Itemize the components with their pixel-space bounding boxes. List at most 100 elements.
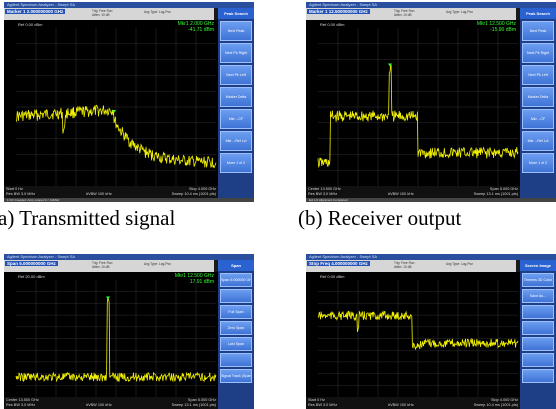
atten-info: Atten: 10 dB xyxy=(92,14,110,18)
video-bandwidth: #VBW 100 kHz xyxy=(388,403,414,407)
analyzer-panel-c: Agilent Spectrum Analyzer - Swept SA Span… xyxy=(4,254,254,409)
softkey-menu-title: Screen Image xyxy=(520,260,556,271)
resolution-bandwidth: Res BW 3.0 MHz xyxy=(308,192,337,196)
stop-or-span-freq: Span 5.000 GHz xyxy=(490,187,518,191)
active-function-field[interactable]: Marker 1 12.500000000 GHz xyxy=(307,9,370,14)
frequency-annotation-bar: Start 0 Hz Res BW 3.0 MHz #VBW 100 kHz Stop… xyxy=(4,186,218,198)
measurement-bar: Stop Freq 4.000000000 GHz Trig: Free Run A… xyxy=(306,260,516,272)
softkey-menu: Peak Search Next Peak Next Pk Right Next Pk… xyxy=(218,8,254,202)
stop-or-span-freq: Stop 4.000 GHz xyxy=(491,398,518,402)
video-bandwidth: #VBW 100 kHz xyxy=(86,403,112,407)
reference-level: Ref 0.00 dBm xyxy=(320,22,344,27)
analyzer-panel-b: Agilent Spectrum Analyzer - Swept SA Mark… xyxy=(306,2,556,202)
measurement-bar: Marker 1 12.500000000 GHz Trig: Free Run A… xyxy=(306,8,516,20)
spectrum-graticule xyxy=(4,20,218,186)
softkey-button[interactable]: Mkr→Ref Lvl xyxy=(220,131,252,151)
reference-level: Ref 0.00 dBm xyxy=(18,22,42,27)
video-bandwidth: #VBW 100 kHz xyxy=(388,192,414,196)
marker-amplitude: -41.71 dBm xyxy=(178,28,214,34)
status-bar: Ext LO Alignment Completed xyxy=(306,198,556,202)
softkey-button[interactable] xyxy=(522,369,554,383)
avg-type-info: Avg Type: Log-Pwr xyxy=(446,11,473,15)
softkey-menu-title: Peak Search xyxy=(520,8,556,19)
caption-a: (a) Transmitted signal xyxy=(0,205,175,231)
marker-readout: Mkr1 12.500 GHz -15.90 dBm xyxy=(477,22,516,33)
stop-or-span-freq: Span 5.000 GHz xyxy=(188,398,216,402)
avg-type-info: Avg Type: Log-Pwr xyxy=(144,263,171,267)
marker-readout: Mkr1 2.000 GHz -41.71 dBm xyxy=(178,22,214,33)
softkey-button[interactable]: Mkr→CF xyxy=(220,109,252,129)
marker-amplitude: 17.91 dBm xyxy=(175,280,214,286)
frequency-annotation-bar: Start 0 Hz Res BW 3.0 MHz #VBW 100 kHz Stop… xyxy=(306,397,520,409)
softkey-button[interactable]: More 1 of 2 xyxy=(522,153,554,173)
softkey-button[interactable]: Next Peak xyxy=(522,21,554,41)
analyzer-panel-a: Agilent Spectrum Analyzer - Swept SA Mark… xyxy=(4,2,254,202)
softkey-button[interactable]: Zero Span xyxy=(220,321,252,335)
softkey-menu-title: Span xyxy=(218,260,254,271)
atten-info: Atten: 10 dB xyxy=(394,266,412,270)
softkey-button[interactable]: Save As... xyxy=(522,289,554,303)
softkey-button[interactable]: Next Pk Right xyxy=(220,43,252,63)
spectrum-graticule xyxy=(306,20,520,186)
reference-level: Ref 0.00 dBm xyxy=(320,274,344,279)
softkey-button[interactable] xyxy=(522,337,554,351)
spectrum-graticule xyxy=(4,272,218,397)
start-or-center-freq: Center 13.500 GHz xyxy=(308,187,341,191)
softkey-menu: Peak Search Next Peak Next Pk Right Next Pk… xyxy=(520,8,556,202)
softkey-button[interactable]: Next Pk Left xyxy=(220,65,252,85)
sweep-time: Sweep 13.1 ms (1001 pts) xyxy=(474,192,518,196)
marker-readout: Mkr1 12.500 GHz 17.91 dBm xyxy=(175,274,214,285)
sweep-time: Sweep 10.4 ms (1001 pts) xyxy=(474,403,518,407)
softkey-button[interactable]: Marker Delta xyxy=(522,87,554,107)
softkey-button[interactable] xyxy=(522,321,554,335)
start-or-center-freq: Start 0 Hz xyxy=(6,187,23,191)
frequency-annotation-bar: Center 13.500 GHz Res BW 3.0 MHz #VBW 100 … xyxy=(4,397,218,409)
softkey-button[interactable]: More 1 of 2 xyxy=(220,153,252,173)
stop-or-span-freq: Stop 4.000 GHz xyxy=(189,187,216,191)
softkey-button[interactable]: Last Span xyxy=(220,337,252,351)
active-function-field[interactable]: Span 5.000000000 GHz xyxy=(5,261,58,266)
sweep-time: Sweep 13.1 ms (1001 pts) xyxy=(172,403,216,407)
softkey-button[interactable]: Next Pk Right xyxy=(522,43,554,63)
softkey-button[interactable] xyxy=(220,353,252,367)
softkey-button[interactable]: Mkr→Ref Lvl xyxy=(522,131,554,151)
status-bar: 1 DC Coupled: Accy unspec'd < 10MHz xyxy=(4,198,254,202)
softkey-button[interactable]: Full Span xyxy=(220,305,252,319)
softkey-button[interactable]: Mkr→CF xyxy=(522,109,554,129)
softkey-button[interactable] xyxy=(522,305,554,319)
softkey-button[interactable]: Themes 3D Color xyxy=(522,273,554,287)
marker-amplitude: -15.90 dBm xyxy=(477,28,516,34)
active-function-field[interactable]: Stop Freq 4.000000000 GHz xyxy=(307,261,370,266)
softkey-button[interactable]: Next Pk Left xyxy=(522,65,554,85)
analyzer-panel-d: Agilent Spectrum Analyzer - Swept SA Stop… xyxy=(306,254,556,409)
spectrum-graticule xyxy=(306,272,520,397)
softkey-button[interactable] xyxy=(220,289,252,303)
resolution-bandwidth: Res BW 3.0 MHz xyxy=(308,403,337,407)
spectrum-display: Ref 0.00 dBm Mkr1 12.500 GHz -15.90 dBm xyxy=(306,20,520,186)
resolution-bandwidth: Res BW 3.0 MHz xyxy=(6,192,35,196)
status-message: 1 DC Coupled: Accy unspec'd < 10MHz xyxy=(7,198,60,202)
measurement-bar: Marker 1 2.000000000 GHz Trig: Free Run At… xyxy=(4,8,214,20)
softkey-button[interactable]: Span 5.000000 GHz xyxy=(220,273,252,287)
video-bandwidth: #VBW 100 kHz xyxy=(86,192,112,196)
start-or-center-freq: Start 0 Hz xyxy=(308,398,325,402)
atten-info: Atten: 10 dB xyxy=(394,14,412,18)
spectrum-display: Ref 0.00 dBm xyxy=(306,272,520,397)
softkey-button[interactable] xyxy=(522,353,554,367)
resolution-bandwidth: Res BW 3.0 MHz xyxy=(6,403,35,407)
measurement-bar: Span 5.000000000 GHz Trig: Free Run Atten:… xyxy=(4,260,214,272)
marker-1-diamond[interactable] xyxy=(106,297,110,300)
softkey-button[interactable]: Next Peak xyxy=(220,21,252,41)
reference-level: Ref 20.00 dBm xyxy=(18,274,45,279)
avg-type-info: Avg Type: Log-Pwr xyxy=(446,263,473,267)
softkey-menu-title: Peak Search xyxy=(218,8,254,19)
softkey-menu: Screen Image Themes 3D Color Save As... xyxy=(520,260,556,409)
frequency-annotation-bar: Center 13.500 GHz Res BW 3.0 MHz #VBW 100 … xyxy=(306,186,520,198)
spectrum-display: Ref 20.00 dBm Mkr1 12.500 GHz 17.91 dBm xyxy=(4,272,218,397)
sweep-time: Sweep 10.4 ms (1001 pts) xyxy=(172,192,216,196)
atten-info: Atten: 10 dB xyxy=(92,266,110,270)
softkey-button[interactable]: Marker Delta xyxy=(220,87,252,107)
active-function-field[interactable]: Marker 1 2.000000000 GHz xyxy=(5,9,65,14)
start-or-center-freq: Center 13.500 GHz xyxy=(6,398,39,402)
softkey-button[interactable]: Signal Track (Span Zoom) xyxy=(220,369,252,383)
